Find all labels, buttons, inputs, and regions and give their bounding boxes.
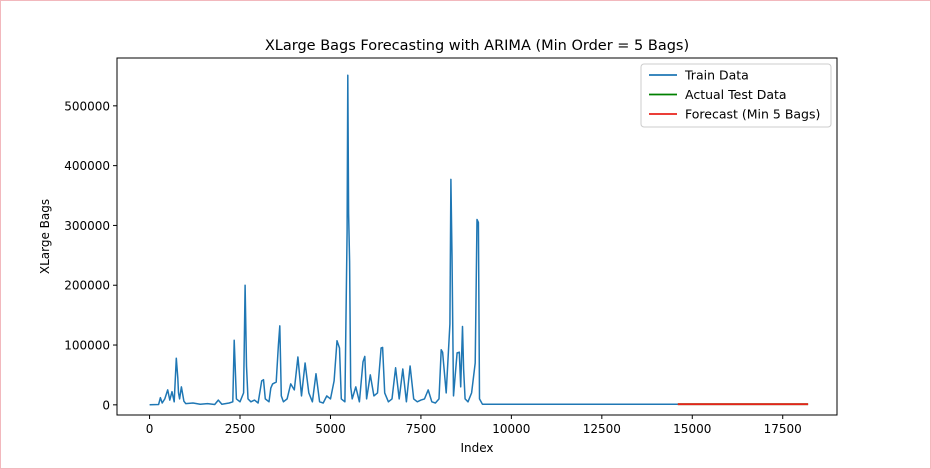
chart-title: XLarge Bags Forecasting with ARIMA (Min … (265, 38, 689, 54)
y-axis-label: XLarge Bags (38, 199, 52, 274)
x-tick-label: 7500 (406, 422, 437, 436)
legend: Train Data Actual Test Data Forecast (Min … (640, 63, 832, 128)
legend-label: Actual Test Data (685, 87, 787, 102)
plot-area (116, 57, 838, 416)
legend-label: Train Data (684, 68, 749, 83)
x-axis-ticks: 0 2500 5000 7500 10000 12500 15000 17500 (146, 415, 802, 436)
y-tick-label: 100000 (64, 339, 110, 353)
x-tick-label: 2500 (225, 422, 256, 436)
y-tick-label: 200000 (64, 279, 110, 293)
x-tick-label: 10000 (492, 422, 530, 436)
x-tick-label: 0 (146, 422, 154, 436)
y-tick-label: 300000 (64, 219, 110, 233)
y-tick-label: 500000 (64, 99, 110, 113)
x-tick-label: 12500 (583, 422, 621, 436)
legend-label: Forecast (Min 5 Bags) (685, 107, 820, 122)
series-line-1 (149, 74, 678, 406)
x-tick-label: 15000 (673, 422, 711, 436)
y-tick-label: 0 (102, 398, 110, 412)
series-layer (149, 74, 809, 406)
legend-box (640, 63, 832, 128)
x-axis-label: Index (460, 441, 493, 455)
y-tick-label: 400000 (64, 159, 110, 173)
x-tick-label: 17500 (764, 422, 802, 436)
x-tick-label: 5000 (315, 422, 346, 436)
y-axis-ticks: 0 100000 200000 300000 400000 500000 (64, 99, 117, 412)
